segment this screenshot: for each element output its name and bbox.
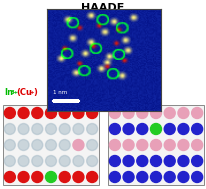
Circle shape — [136, 156, 147, 167]
Circle shape — [150, 171, 161, 183]
Circle shape — [86, 171, 97, 183]
Text: ): ) — [139, 88, 143, 97]
Circle shape — [163, 171, 174, 183]
Circle shape — [177, 156, 188, 167]
Circle shape — [191, 139, 202, 150]
Circle shape — [4, 171, 15, 183]
Circle shape — [150, 139, 161, 150]
Circle shape — [136, 139, 147, 150]
Circle shape — [86, 124, 97, 135]
Circle shape — [136, 108, 147, 119]
Circle shape — [150, 156, 161, 167]
Circle shape — [163, 124, 174, 135]
Bar — [108, 105, 203, 185]
Circle shape — [123, 156, 133, 167]
Circle shape — [4, 108, 15, 119]
Circle shape — [59, 124, 70, 135]
Circle shape — [45, 108, 56, 119]
Circle shape — [191, 156, 202, 167]
Circle shape — [18, 108, 29, 119]
Text: 3+: 3+ — [115, 90, 123, 95]
Circle shape — [45, 139, 56, 150]
Circle shape — [123, 171, 133, 183]
Text: ): ) — [33, 88, 37, 97]
Circle shape — [191, 171, 202, 183]
Circle shape — [191, 124, 202, 135]
Circle shape — [59, 108, 70, 119]
Text: HAADF: HAADF — [81, 3, 124, 13]
Circle shape — [109, 171, 120, 183]
Text: (Cu: (Cu — [16, 88, 32, 97]
Circle shape — [123, 139, 133, 150]
Circle shape — [73, 171, 83, 183]
Circle shape — [177, 139, 188, 150]
Circle shape — [163, 156, 174, 167]
Circle shape — [109, 156, 120, 167]
Circle shape — [163, 139, 174, 150]
Circle shape — [45, 124, 56, 135]
Circle shape — [191, 108, 202, 119]
Circle shape — [177, 124, 188, 135]
Circle shape — [4, 139, 15, 150]
Text: 1 nm: 1 nm — [53, 90, 67, 95]
Circle shape — [150, 124, 161, 135]
Circle shape — [177, 108, 188, 119]
Text: In: In — [4, 88, 13, 97]
Circle shape — [32, 139, 43, 150]
Text: (Cr: (Cr — [121, 88, 135, 97]
Circle shape — [86, 108, 97, 119]
Text: In: In — [109, 88, 117, 97]
Circle shape — [86, 139, 97, 150]
Circle shape — [18, 156, 29, 167]
Circle shape — [109, 108, 120, 119]
Circle shape — [123, 124, 133, 135]
Circle shape — [45, 156, 56, 167]
Circle shape — [18, 171, 29, 183]
Bar — [53, 99, 78, 104]
Circle shape — [4, 124, 15, 135]
Circle shape — [73, 124, 83, 135]
Circle shape — [59, 171, 70, 183]
Circle shape — [32, 124, 43, 135]
Polygon shape — [128, 91, 139, 102]
Text: 3+: 3+ — [133, 90, 141, 95]
Circle shape — [18, 124, 29, 135]
Circle shape — [32, 171, 43, 183]
Circle shape — [18, 139, 29, 150]
Bar — [3, 105, 98, 185]
Circle shape — [73, 156, 83, 167]
Circle shape — [45, 171, 56, 183]
Circle shape — [59, 139, 70, 150]
Circle shape — [59, 156, 70, 167]
Circle shape — [73, 139, 83, 150]
Text: +: + — [29, 90, 33, 95]
Circle shape — [109, 139, 120, 150]
Polygon shape — [68, 91, 79, 102]
Circle shape — [136, 171, 147, 183]
Circle shape — [4, 156, 15, 167]
Text: 3+: 3+ — [11, 90, 19, 95]
Circle shape — [73, 108, 83, 119]
Circle shape — [177, 171, 188, 183]
Circle shape — [150, 108, 161, 119]
Circle shape — [86, 156, 97, 167]
Circle shape — [109, 124, 120, 135]
Circle shape — [32, 156, 43, 167]
Circle shape — [32, 108, 43, 119]
Circle shape — [136, 124, 147, 135]
Circle shape — [123, 108, 133, 119]
Circle shape — [163, 108, 174, 119]
